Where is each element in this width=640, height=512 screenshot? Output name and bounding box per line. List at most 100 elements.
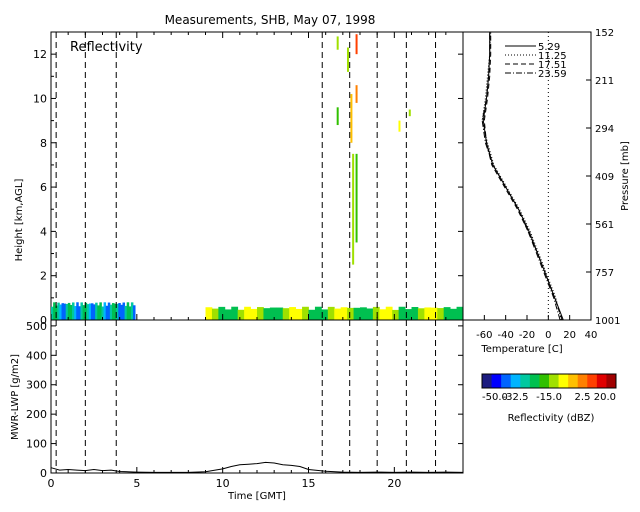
reflectivity-y-ticks: 0 2 4 6 8 10 12 xyxy=(33,31,463,327)
reflectivity-cell xyxy=(360,307,367,320)
reflectivity-plot-frame xyxy=(50,31,464,321)
lwp-y-tick-label: 500 xyxy=(26,320,47,333)
pressure-y-tick-label: 409 xyxy=(595,172,614,183)
reflectivity-cell xyxy=(218,306,226,320)
reflectivity-echo-streak xyxy=(336,107,339,126)
reflectivity-cell xyxy=(282,308,290,320)
reflectivity-cell xyxy=(78,306,81,320)
colorbar-cell xyxy=(596,374,607,388)
reflectivity-cell xyxy=(353,307,361,320)
colorbar-cell xyxy=(482,374,493,388)
colorbar-cell xyxy=(606,374,617,388)
reflectivity-echo-streak xyxy=(355,34,358,55)
reflectivity-cell xyxy=(105,305,109,320)
reflectivity-cell xyxy=(126,302,130,320)
reflectivity-cell xyxy=(84,302,88,320)
colorbar-cell xyxy=(549,374,560,388)
reflectivity-cell xyxy=(430,307,438,320)
reflectivity-cell xyxy=(74,306,77,320)
reflectivity-cell xyxy=(53,302,56,320)
reflectivity-cell xyxy=(116,303,119,320)
reflectivity-cell xyxy=(76,302,79,320)
reflectivity-cell xyxy=(250,308,258,320)
reflectivity-echo-streak xyxy=(355,153,358,243)
reflectivity-y-tick-label: 8 xyxy=(40,137,47,150)
colorbar-cell xyxy=(501,374,512,388)
reflectivity-cell xyxy=(205,307,213,320)
reflectivity-cell xyxy=(51,306,54,320)
reflectivity-cell xyxy=(398,306,406,320)
colorbar-cell xyxy=(491,374,502,388)
reflectivity-y-tick-label: 10 xyxy=(33,92,47,105)
reflectivity-cell xyxy=(231,306,239,320)
reflectivity-cell xyxy=(327,306,335,320)
reflectivity-cell xyxy=(263,308,271,320)
pressure-y-tick-label: 294 xyxy=(595,124,614,135)
lwp-y-tick-label: 200 xyxy=(26,408,47,421)
pressure-y-tick-label: 1001 xyxy=(595,316,620,327)
colorbar-cell xyxy=(529,374,540,388)
temperature-x-tick-label: 20 xyxy=(563,330,576,341)
lwp-plot-frame xyxy=(50,319,464,474)
lwp-series-line xyxy=(50,461,464,473)
reflectivity-cell xyxy=(122,302,126,320)
reflectivity-cell xyxy=(437,308,445,320)
reflectivity-cell xyxy=(109,304,113,320)
lwp-x-tick-label: 15 xyxy=(302,477,316,490)
colorbar-frame xyxy=(481,373,617,389)
reflectivity-cell xyxy=(340,307,348,320)
reflectivity-cell xyxy=(107,302,111,320)
colorbar-cell xyxy=(558,374,569,388)
temperature-x-tick-label: -20 xyxy=(519,330,535,341)
lwp-x-tick-label: 5 xyxy=(133,477,140,490)
reflectivity-cell xyxy=(276,307,284,320)
reflectivity-cell xyxy=(443,307,451,320)
temperature-x-tick-label: -40 xyxy=(497,330,513,341)
reflectivity-sounding-lines xyxy=(55,32,437,320)
lwp-x-tick-label: 10 xyxy=(216,477,230,490)
colorbar-label: Reflectivity (dBZ) xyxy=(508,413,595,424)
reflectivity-cell xyxy=(61,303,65,320)
reflectivity-echo-streak xyxy=(336,36,339,50)
temperature-x-tick-label: -60 xyxy=(476,330,492,341)
reflectivity-cell xyxy=(59,304,62,320)
lwp-y-tick-label: 100 xyxy=(26,438,47,451)
reflectivity-cell xyxy=(80,302,83,320)
reflectivity-y-axis-label: Height [km,AGL] xyxy=(14,179,25,262)
reflectivity-echo-streak xyxy=(346,47,349,72)
reflectivity-echo-streak xyxy=(398,120,401,132)
reflectivity-cell xyxy=(130,302,134,320)
lwp-panel: MWR-LWP [g/m2] Time [GMT] 01002003004005… xyxy=(10,319,464,502)
pressure-y-tick-label: 152 xyxy=(595,28,614,39)
reflectivity-panel-label: Reflectivity xyxy=(70,40,143,55)
reflectivity-cell xyxy=(366,308,374,320)
figure-title: Measurements, SHB, May 07, 1998 xyxy=(165,13,376,27)
reflectivity-cell xyxy=(65,303,69,320)
reflectivity-cell xyxy=(372,306,380,320)
colorbar-cell xyxy=(520,374,531,388)
reflectivity-cell xyxy=(334,308,342,320)
colorbar-tick-label: -32.5 xyxy=(503,392,529,403)
reflectivity-cell xyxy=(99,302,102,320)
temperature-plot-frame xyxy=(462,31,592,321)
lwp-x-ticks: 0 5 10 15 20 xyxy=(48,467,464,490)
reflectivity-cell xyxy=(90,303,94,320)
lwp-x-tick-label: 20 xyxy=(387,477,401,490)
reflectivity-cell xyxy=(95,302,98,320)
reflectivity-cell xyxy=(57,302,60,320)
temperature-x-tick-label: 0 xyxy=(545,330,551,341)
reflectivity-cell xyxy=(124,305,128,320)
reflectivity-cell xyxy=(295,308,303,320)
lwp-x-tick-label: 0 xyxy=(48,477,55,490)
reflectivity-y-tick-label: 12 xyxy=(33,48,47,61)
reflectivity-cell xyxy=(67,302,71,320)
reflectivity-cell xyxy=(244,306,251,320)
reflectivity-cell xyxy=(128,306,132,320)
reflectivity-cell xyxy=(237,309,245,320)
pressure-y-axis-label: Pressure [mb] xyxy=(620,141,631,211)
reflectivity-cell xyxy=(133,305,136,320)
reflectivity-cell xyxy=(118,302,121,320)
